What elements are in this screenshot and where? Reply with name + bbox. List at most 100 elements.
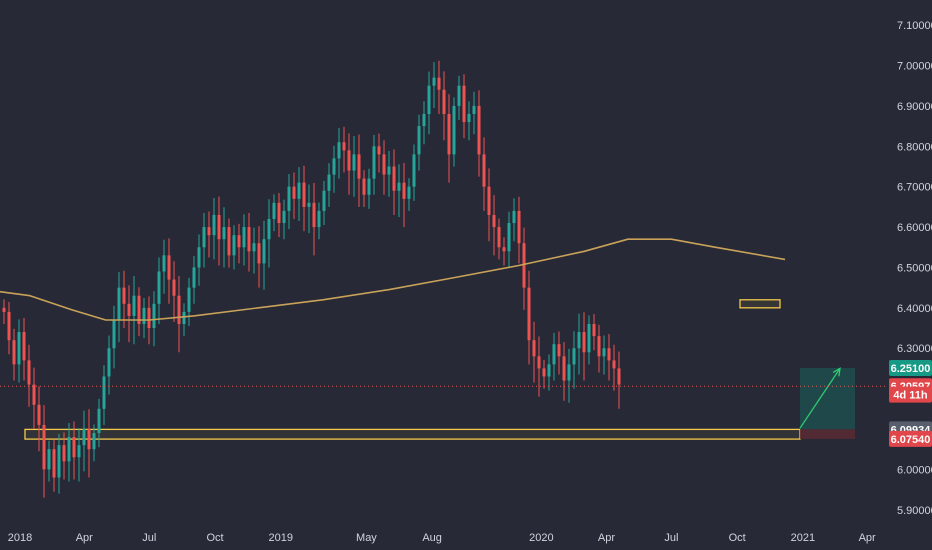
candle-body — [177, 295, 181, 324]
candle-body — [187, 287, 191, 312]
candle — [582, 312, 586, 381]
candle — [417, 114, 421, 171]
candle — [577, 313, 581, 375]
candle — [67, 422, 71, 482]
price-tick-label: 6.60000 — [897, 222, 932, 234]
candle — [152, 291, 156, 347]
candle — [37, 386, 41, 452]
price-tag: 6.25100 — [889, 360, 932, 377]
candle-body — [32, 384, 36, 405]
candle-body — [22, 332, 26, 361]
candle — [602, 335, 606, 375]
candle-body — [577, 332, 581, 349]
candle — [217, 196, 221, 266]
candle-body — [582, 332, 586, 353]
candle-body — [217, 214, 221, 240]
target-area — [800, 368, 855, 430]
candle-body — [597, 336, 601, 357]
candle-body — [192, 267, 196, 288]
candle — [502, 237, 506, 266]
candle-body — [172, 279, 176, 296]
candle — [292, 172, 296, 219]
candle-body — [332, 158, 336, 175]
candle — [337, 128, 341, 179]
candle — [347, 133, 351, 195]
candle — [197, 234, 201, 286]
candle — [47, 440, 51, 482]
candle — [357, 134, 361, 207]
candle — [597, 324, 601, 373]
projection-arrowhead — [832, 367, 841, 377]
candle — [172, 261, 176, 322]
candle — [407, 178, 411, 211]
candle — [252, 227, 256, 274]
candle — [477, 90, 481, 177]
candle — [272, 194, 276, 232]
candle-body — [37, 404, 41, 425]
candle — [447, 94, 451, 183]
candle-body — [127, 303, 131, 316]
stop-area — [800, 429, 855, 439]
candle-body — [317, 210, 321, 228]
time-tick-label: Apr — [859, 532, 876, 544]
candle-body — [532, 340, 536, 357]
candle-body — [182, 311, 186, 324]
candle-body — [412, 154, 416, 187]
moving-average-line — [0, 238, 786, 321]
support-zone — [24, 428, 801, 440]
candle-body — [422, 114, 426, 127]
candle — [457, 75, 461, 121]
candle — [422, 101, 426, 145]
candle — [77, 428, 81, 482]
time-tick-label: Apr — [76, 532, 93, 544]
candle-body — [512, 210, 516, 224]
candle — [317, 202, 321, 240]
candle-body — [92, 433, 96, 450]
candle-body — [492, 214, 496, 228]
candle-body — [527, 287, 531, 341]
candle — [7, 301, 11, 355]
candle-body — [522, 243, 526, 288]
price-tag: 4d 11h — [889, 386, 932, 403]
time-axis[interactable]: 2018 Apr Jul Oct 2019 May Aug 2020 Apr Jul Oct 2021… — [8, 532, 876, 544]
price-tag-box — [889, 386, 932, 403]
candle — [547, 354, 551, 391]
candle-body — [197, 247, 201, 268]
candle-body — [87, 429, 91, 450]
candle — [57, 433, 61, 494]
candle — [307, 184, 311, 234]
candle-body — [477, 105, 481, 155]
candle-body — [462, 85, 466, 123]
candle — [187, 277, 191, 327]
candle-body — [562, 356, 566, 381]
projection-arrow — [799, 368, 841, 429]
candle — [482, 137, 486, 211]
candle — [382, 140, 386, 195]
candle-body — [447, 114, 451, 155]
candle — [372, 135, 376, 195]
plot-area[interactable] — [0, 60, 885, 498]
candle-body — [607, 348, 611, 361]
candle-body — [487, 186, 491, 215]
candle-body — [167, 255, 171, 280]
candle-body — [537, 356, 541, 369]
price-tick-label: 6.00000 — [897, 464, 932, 476]
candle — [437, 60, 441, 114]
candle-body — [157, 271, 161, 304]
candle-body — [282, 210, 286, 224]
time-tick-label: 2019 — [268, 532, 292, 544]
candle — [107, 335, 111, 395]
candle-body — [377, 146, 381, 155]
price-tick-label: 6.80000 — [897, 141, 932, 153]
candle — [342, 126, 346, 173]
candle — [207, 211, 211, 258]
price-tick-label: 7.00000 — [897, 61, 932, 73]
candle — [97, 398, 101, 448]
candle-body — [102, 376, 106, 409]
candle — [607, 334, 611, 381]
price-tag: 6.07540 — [889, 430, 932, 447]
candle-body — [47, 449, 51, 470]
candle — [287, 173, 291, 230]
candle — [262, 220, 266, 290]
